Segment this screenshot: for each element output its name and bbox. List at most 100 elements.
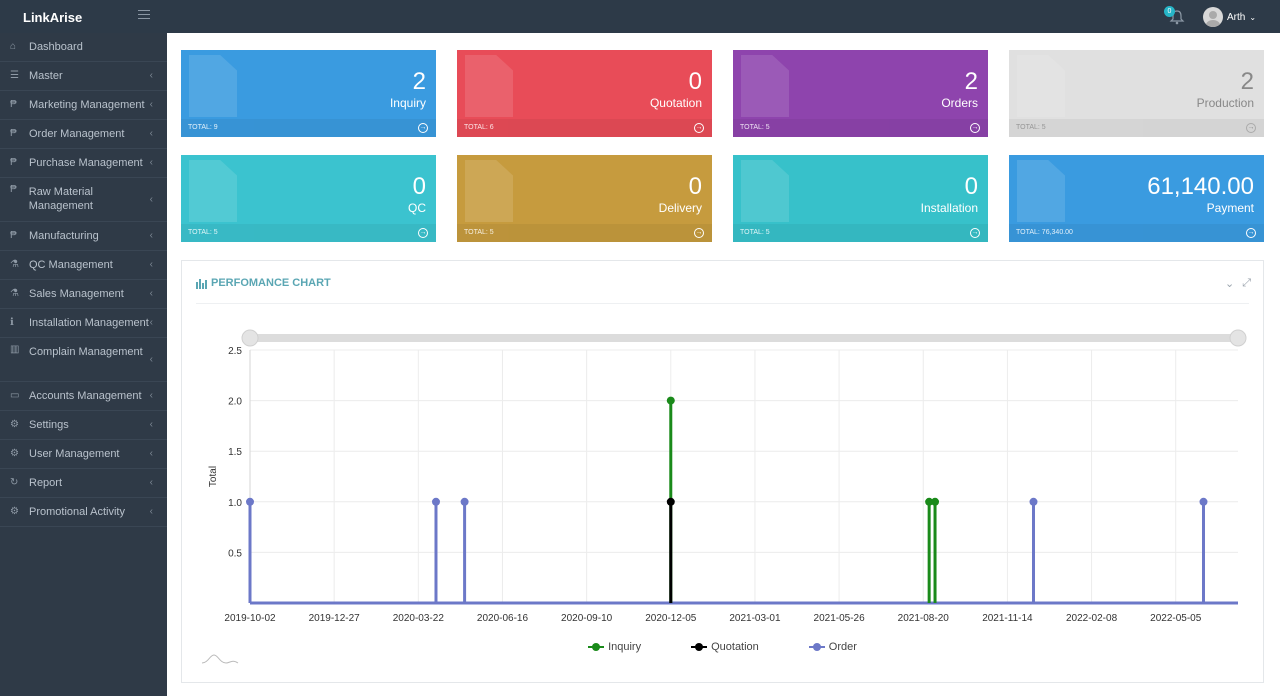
data-point-quotation	[666, 497, 675, 506]
chevron-left-icon: ‹	[149, 448, 153, 459]
sidebar-item[interactable]: ₱ Purchase Management ‹	[0, 149, 167, 178]
data-point-order	[246, 497, 254, 506]
stat-label: Delivery	[658, 201, 702, 215]
expand-icon[interactable]: ⤢	[1242, 277, 1251, 289]
stat-value: 2	[412, 68, 426, 95]
legend-item[interactable]: Quotation	[691, 641, 759, 653]
sidebar-item[interactable]: ↻ Report ‹	[0, 469, 167, 498]
chevron-left-icon: ‹	[149, 390, 153, 401]
x-tick-label: 2021-03-01	[729, 613, 781, 624]
stat-label: Installation	[920, 201, 978, 215]
sidebar-item[interactable]: ₱ Marketing Management ‹	[0, 91, 167, 120]
document-icon	[189, 55, 237, 117]
sidebar-item-label: Master	[29, 70, 63, 82]
paypal-icon: ₱	[10, 99, 17, 110]
legend-marker	[808, 643, 825, 651]
arrow-right-circle-icon[interactable]: →	[694, 228, 704, 238]
sidebar-item-label: Promotional Activity	[29, 506, 125, 518]
top-bar: LinkArise 0 Arth ⌄	[0, 0, 1280, 33]
arrow-right-circle-icon[interactable]: →	[694, 123, 704, 133]
arrow-right-circle-icon[interactable]: →	[418, 123, 428, 133]
sidebar-item[interactable]: ₱ Order Management ‹	[0, 120, 167, 149]
data-point-order	[431, 497, 440, 506]
x-tick-label: 2020-03-22	[393, 613, 445, 624]
chart-legend: Inquiry Quotation Order	[182, 641, 1263, 653]
menu-toggle-icon[interactable]	[138, 10, 150, 20]
arrow-right-circle-icon[interactable]: →	[1246, 228, 1256, 238]
sidebar-item[interactable]: ⌂ Dashboard	[0, 33, 167, 62]
legend-item[interactable]: Inquiry	[588, 641, 641, 653]
legend-item[interactable]: Order	[808, 641, 857, 653]
stat-value: 2	[964, 68, 978, 95]
legend-marker	[691, 643, 708, 651]
sidebar-item-label: Raw Material Management	[28, 186, 93, 212]
arrow-right-circle-icon[interactable]: →	[970, 123, 980, 133]
chart-icon: ▥	[10, 344, 20, 355]
chevron-left-icon: ‹	[149, 99, 153, 110]
document-icon	[465, 55, 513, 117]
sidebar-item-label: Complain Management	[29, 346, 143, 358]
arrow-right-circle-icon[interactable]: →	[1246, 123, 1256, 133]
y-tick-label: 1.5	[228, 447, 242, 458]
stat-value: 0	[412, 173, 426, 200]
sidebar-item-label: Settings	[29, 419, 69, 431]
chevron-left-icon: ‹	[149, 259, 153, 270]
range-slider-track	[250, 334, 1238, 342]
sidebar-item[interactable]: ☰ Master ‹	[0, 62, 167, 91]
stat-card[interactable]: 2 Production TOTAL: 5 →	[1009, 50, 1264, 137]
performance-chart: 0.5 1.0 1.5 2.0 2.5 2019-10-02 2019-12-27 2020-…	[208, 329, 1247, 624]
divider	[196, 303, 1249, 304]
sidebar-item-label: Sales Management	[29, 288, 124, 300]
document-icon	[465, 160, 513, 222]
stat-card[interactable]: 61,140.00 Payment TOTAL: 76,340.00 →	[1009, 155, 1264, 242]
sidebar-item[interactable]: ▥ Complain Management ‹	[0, 338, 167, 382]
notification-button[interactable]: 0	[1164, 6, 1186, 26]
avatar	[1203, 7, 1223, 27]
sidebar-item[interactable]: ⚗ Sales Management ‹	[0, 280, 167, 309]
paypal-icon: ₱	[10, 184, 17, 195]
chevron-left-icon: ‹	[149, 506, 153, 517]
collapse-chevron-icon[interactable]: ⌄	[1224, 278, 1235, 290]
stat-value: 61,140.00	[1147, 173, 1254, 200]
flask-icon: ⚗	[10, 259, 19, 270]
arrow-right-circle-icon[interactable]: →	[970, 228, 980, 238]
legend-label: Order	[828, 641, 857, 653]
document-icon	[741, 160, 789, 222]
document-icon	[1017, 160, 1065, 222]
arrow-right-circle-icon[interactable]: →	[418, 228, 428, 238]
stat-card[interactable]: 2 Inquiry TOTAL: 9 →	[181, 50, 436, 137]
user-menu[interactable]: Arth ⌄	[1203, 7, 1256, 27]
info-icon: ℹ	[10, 317, 14, 328]
chevron-down-icon: ⌄	[1249, 12, 1257, 22]
sidebar-item[interactable]: ⚙ Promotional Activity ‹	[0, 498, 167, 527]
y-tick-label: 1.0	[228, 498, 242, 509]
range-slider-handle-right[interactable]	[1229, 329, 1247, 347]
sidebar-item[interactable]: ▭ Accounts Management ‹	[0, 382, 167, 411]
brand-name[interactable]: LinkArise	[23, 10, 83, 25]
sidebar-item[interactable]: ⚙ Settings ‹	[0, 411, 167, 440]
stat-card[interactable]: 0 Quotation TOTAL: 6 →	[457, 50, 712, 137]
x-tick-label: 2021-05-26	[814, 613, 866, 624]
chevron-left-icon: ‹	[149, 230, 153, 241]
sidebar-item-label: Installation Management	[29, 317, 149, 329]
x-tick-label: 2022-05-05	[1150, 613, 1202, 624]
chevron-left-icon: ‹	[149, 193, 153, 205]
data-point-inquiry	[931, 497, 940, 506]
panel-tools: ⌄ ⤢	[1225, 277, 1251, 290]
chevron-left-icon: ‹	[149, 477, 153, 488]
legend-label: Quotation	[711, 641, 759, 653]
stat-card[interactable]: 0 Delivery TOTAL: 5 →	[457, 155, 712, 242]
stat-card[interactable]: 0 Installation TOTAL: 5 →	[733, 155, 988, 242]
sidebar-item[interactable]: ₱ Raw Material Management ‹	[0, 178, 167, 222]
data-point-inquiry	[666, 396, 675, 405]
sidebar-item[interactable]: ℹ Installation Management ‹	[0, 309, 167, 338]
paypal-icon: ₱	[10, 230, 17, 241]
gear-icon: ⚙	[10, 419, 19, 430]
range-slider-handle-left[interactable]	[241, 329, 259, 347]
sidebar-item[interactable]: ⚙ User Management ‹	[0, 440, 167, 469]
sidebar-item[interactable]: ₱ Manufacturing ‹	[0, 222, 167, 251]
sidebar-item[interactable]: ⚗ QC Management ‹	[0, 251, 167, 280]
stat-card[interactable]: 0 QC TOTAL: 5 →	[181, 155, 436, 242]
stat-card[interactable]: 2 Orders TOTAL: 5 →	[733, 50, 988, 137]
range-slider-icon[interactable]	[200, 653, 240, 667]
